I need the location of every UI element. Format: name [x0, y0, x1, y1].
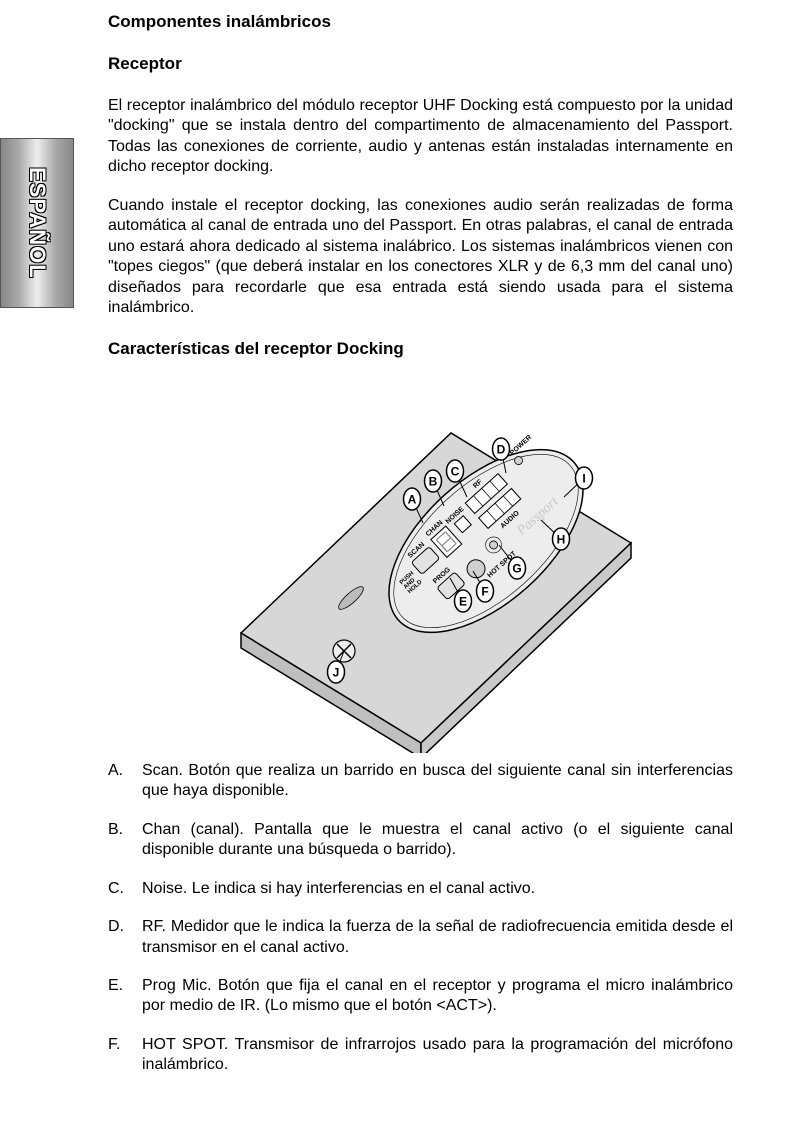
language-tab: ESPAÑOL	[0, 138, 74, 308]
svg-text:G: G	[512, 561, 521, 575]
heading-receptor: Receptor	[108, 54, 733, 74]
feature-text: Prog Mic. Botón que fija el canal en el …	[142, 976, 733, 1017]
language-tab-text: ESPAÑOL	[24, 167, 50, 279]
svg-text:H: H	[556, 532, 565, 546]
feature-list: A. Scan. Botón que realiza un barrido en …	[108, 761, 733, 1076]
svg-text:A: A	[407, 492, 416, 506]
feature-item: B. Chan (canal). Pantalla que le muestra …	[108, 820, 733, 861]
feature-item: C. Noise. Le indica si hay interferencias…	[108, 879, 733, 899]
paragraph-2: Cuando instale el receptor docking, las …	[108, 196, 733, 319]
feature-text: Noise. Le indica si hay interferencias e…	[142, 879, 733, 899]
feature-item: D. RF. Medidor que le indica la fuerza de…	[108, 917, 733, 958]
paragraph-1: El receptor inalámbrico del módulo recep…	[108, 96, 733, 178]
svg-text:I: I	[582, 471, 585, 485]
heading-features: Características del receptor Docking	[108, 339, 733, 359]
svg-text:F: F	[481, 584, 488, 598]
feature-text: Chan (canal). Pantalla que le muestra el…	[142, 820, 733, 861]
diagram-container: PassportPUSHANDHOLDSCANCHANNOISERFAUDIOP…	[108, 373, 733, 753]
feature-item: A. Scan. Botón que realiza un barrido en …	[108, 761, 733, 802]
receiver-diagram: PassportPUSHANDHOLDSCANCHANNOISERFAUDIOP…	[171, 373, 671, 753]
feature-letter: C.	[108, 879, 130, 899]
svg-text:J: J	[332, 665, 339, 679]
feature-text: Scan. Botón que realiza un barrido en bu…	[142, 761, 733, 802]
svg-text:E: E	[458, 594, 466, 608]
svg-text:D: D	[496, 442, 505, 456]
feature-letter: B.	[108, 820, 130, 861]
feature-text: HOT SPOT. Transmisor de infrarrojos usad…	[142, 1035, 733, 1076]
svg-text:B: B	[428, 474, 437, 488]
feature-letter: D.	[108, 917, 130, 958]
page-content: Componentes inalámbricos Receptor El rec…	[0, 0, 787, 1114]
heading-components: Componentes inalámbricos	[108, 12, 733, 32]
feature-text: RF. Medidor que le indica la fuerza de l…	[142, 917, 733, 958]
feature-letter: F.	[108, 1035, 130, 1076]
svg-text:C: C	[450, 464, 459, 478]
feature-letter: A.	[108, 761, 130, 802]
feature-item: F. HOT SPOT. Transmisor de infrarrojos us…	[108, 1035, 733, 1076]
feature-item: E. Prog Mic. Botón que fija el canal en e…	[108, 976, 733, 1017]
feature-letter: E.	[108, 976, 130, 1017]
